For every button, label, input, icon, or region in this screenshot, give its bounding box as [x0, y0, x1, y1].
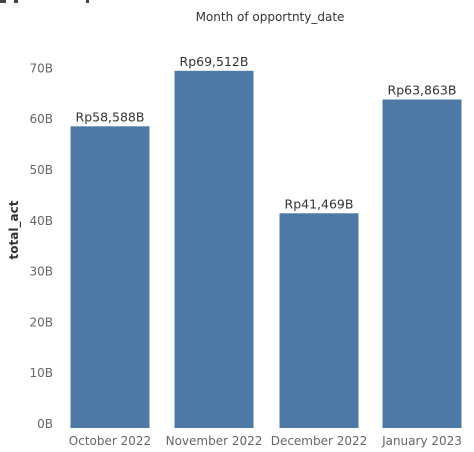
y-axis-ticks: 0B 10B 20B 30B 40B 50B 60B 70B	[29, 61, 53, 431]
data-labels-group: Rp58,588B Rp69,512B Rp41,469B Rp63,863B	[76, 54, 457, 211]
bar	[382, 99, 462, 428]
y-tick-label: 70B	[29, 61, 53, 75]
bar	[279, 213, 359, 428]
y-tick-label: 0B	[37, 417, 53, 431]
x-tick-label: December 2022	[271, 434, 368, 448]
y-tick-label: 40B	[29, 214, 53, 228]
bar-value-label: Rp69,512B	[180, 54, 249, 69]
cropped-header-fragment	[0, 0, 6, 3]
bar-value-label: Rp63,863B	[388, 83, 457, 98]
bar	[70, 126, 150, 428]
y-tick-label: 20B	[29, 315, 53, 329]
y-axis-title: total_act	[7, 200, 22, 259]
y-tick-label: 30B	[29, 265, 53, 279]
x-tick-label: November 2022	[166, 434, 263, 448]
y-tick-label: 50B	[29, 163, 53, 177]
y-tick-label: 10B	[29, 366, 53, 380]
bar	[174, 70, 254, 428]
x-axis-ticks: October 2022 November 2022 December 2022 Ja…	[69, 434, 462, 448]
bars-group	[70, 70, 462, 428]
y-tick-label: 60B	[29, 112, 53, 126]
x-tick-label: October 2022	[69, 434, 151, 448]
x-tick-label: January 2023	[381, 434, 462, 448]
bar-value-label: Rp41,469B	[285, 196, 354, 211]
bar-value-label: Rp58,588B	[76, 109, 145, 124]
cropped-header-fragment	[14, 0, 18, 3]
cropped-header-fragment	[86, 0, 89, 3]
chart-title: Month of opportnty_date	[196, 10, 345, 24]
